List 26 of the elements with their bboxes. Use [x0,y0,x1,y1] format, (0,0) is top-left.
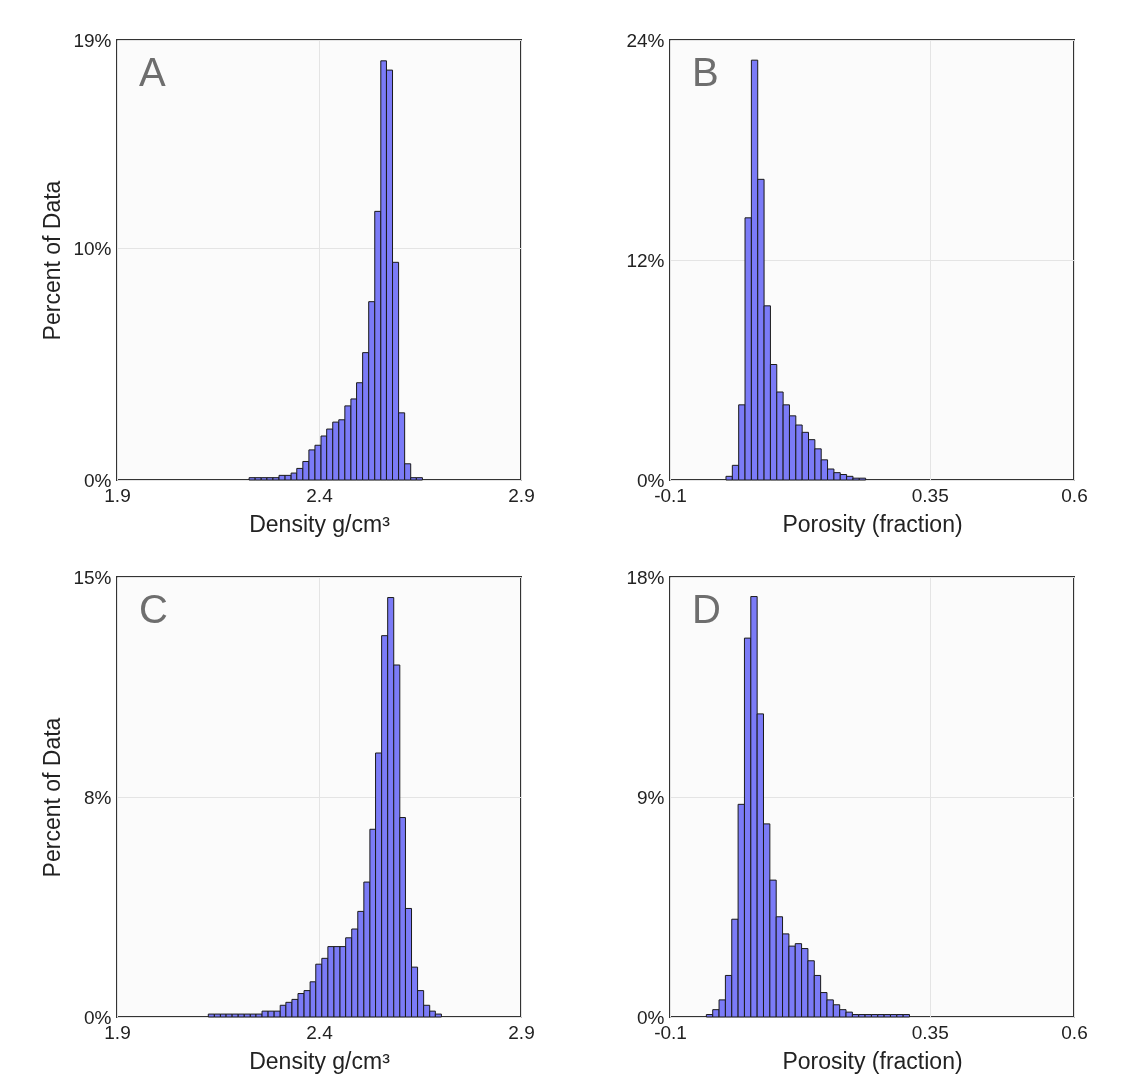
y-tick-label: 15% [73,566,112,588]
annotation: D [692,587,721,631]
annotation: B [692,50,719,94]
y-tick-label: 10% [73,237,112,259]
y-axis-title: Percent of Data [39,717,66,878]
y-tick-label: 24% [626,29,665,51]
y-tick-label: 8% [84,786,112,808]
x-tick-label: 0.6 [1061,484,1088,506]
x-axis-title: Density g/cm³ [249,1047,391,1074]
x-tick-label: 2.4 [306,484,334,506]
y-tick-label: 19% [73,29,112,51]
y-tick-label: 9% [637,786,665,808]
x-tick-label: 0.35 [911,484,949,506]
annotation: A [139,50,166,94]
annotation: C [139,587,168,631]
x-tick-label: 2.4 [306,1021,334,1043]
y-tick-label: 18% [626,566,665,588]
x-tick-label: 0.35 [911,1021,949,1043]
x-tick-label: 2.9 [508,484,535,506]
x-axis-title: Porosity (fraction) [782,1047,963,1074]
x-axis-title: Density g/cm³ [249,510,391,537]
y-tick-label: 12% [626,249,665,271]
x-axis-title: Porosity (fraction) [782,510,963,537]
x-tick-label: 2.9 [508,1021,535,1043]
y-axis-title: Percent of Data [39,180,66,341]
x-tick-label: 0.6 [1061,1021,1088,1043]
